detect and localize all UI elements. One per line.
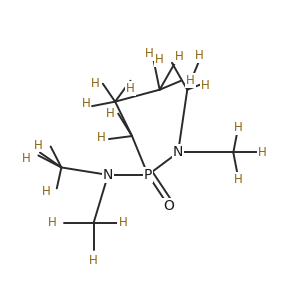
Text: H: H — [48, 216, 56, 229]
Text: H: H — [126, 82, 135, 95]
Text: H: H — [22, 152, 30, 165]
Text: H: H — [186, 74, 195, 87]
Text: H: H — [89, 254, 98, 267]
Text: O: O — [163, 199, 174, 213]
Text: H: H — [155, 53, 164, 66]
Text: N: N — [103, 168, 113, 182]
Text: H: H — [34, 138, 43, 152]
Text: H: H — [106, 107, 115, 120]
Text: P: P — [144, 168, 152, 182]
Text: H: H — [145, 47, 153, 60]
Text: H: H — [42, 185, 50, 198]
Text: H: H — [175, 50, 184, 63]
Text: H: H — [91, 77, 99, 90]
Text: H: H — [234, 173, 242, 186]
Text: H: H — [119, 216, 127, 229]
Text: H: H — [201, 79, 210, 92]
Text: H: H — [195, 49, 204, 62]
Text: H: H — [82, 97, 90, 110]
Text: N: N — [173, 146, 183, 159]
Text: H: H — [258, 146, 267, 159]
Text: H: H — [97, 131, 106, 144]
Text: H: H — [234, 120, 242, 134]
